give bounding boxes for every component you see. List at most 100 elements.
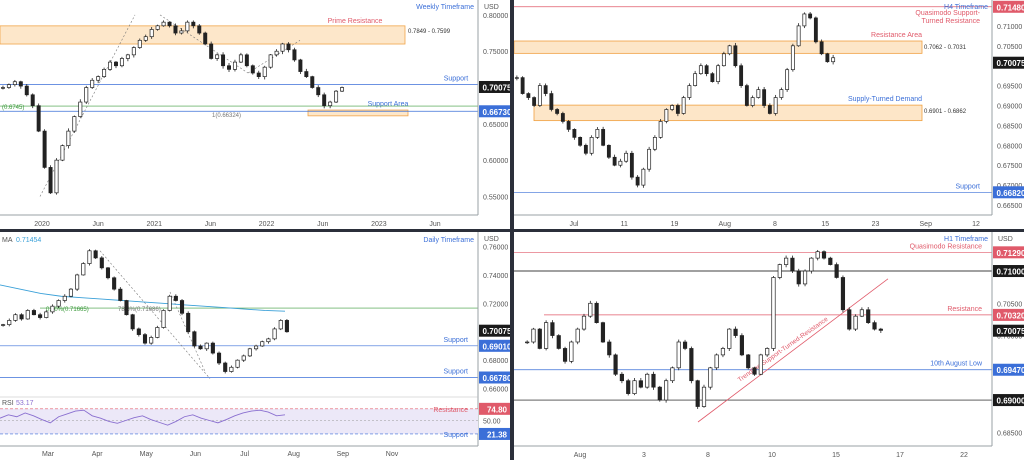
candle-body — [704, 65, 709, 75]
candle-body — [612, 156, 617, 166]
candle-body — [537, 328, 542, 349]
candle-body — [831, 57, 836, 63]
trend-dotted-3 — [247, 40, 301, 74]
zone-0 — [0, 25, 406, 45]
candle-body — [36, 105, 41, 132]
weekly-chart-panel: Prime Resistance 0.7849 - 0.7599 Support A… — [0, 0, 510, 229]
candle-body — [544, 322, 549, 349]
candle-body — [815, 251, 820, 259]
candle-body — [664, 380, 669, 401]
candle-body — [286, 43, 291, 51]
candle-body — [866, 309, 871, 323]
candle-body — [87, 250, 92, 264]
candle-body — [75, 274, 80, 290]
panel-divider-horizontal — [0, 229, 1024, 232]
level-price-tag-2: 0.70320 — [997, 311, 1024, 320]
candle-body — [24, 85, 29, 96]
candle-body — [784, 257, 789, 265]
fib-label-2: 1(0.66324) — [212, 113, 241, 119]
candle-body — [756, 89, 761, 98]
candle-body — [31, 310, 36, 316]
candle-body — [62, 295, 67, 301]
candle-body — [560, 113, 565, 122]
y-tick-label: 0.68000 — [483, 358, 508, 365]
x-tick-label: 11 — [621, 221, 628, 228]
candle-body — [765, 348, 770, 356]
x-tick-label: 2023 — [371, 221, 387, 228]
candle-body — [1, 324, 6, 326]
candle-body — [292, 49, 297, 61]
level-price-tag-3: 0.69470 — [997, 366, 1024, 375]
candle-body — [56, 300, 61, 307]
candle-body — [125, 54, 130, 59]
level-price-tag-0-bg — [993, 246, 1024, 259]
candle-body — [260, 341, 265, 347]
current-price-tag-bg — [993, 324, 1024, 337]
candle-body — [210, 342, 215, 354]
candle-body — [149, 29, 154, 38]
candle-body — [48, 167, 53, 194]
candle-body — [675, 105, 680, 114]
candle-body — [595, 129, 600, 138]
rsi-line — [0, 409, 286, 426]
candle-body — [802, 270, 808, 285]
level-label-3: 10th August Low — [930, 361, 983, 368]
supply-demand-label: Supply-Turned Demand — [848, 96, 922, 103]
candle-body — [66, 130, 71, 146]
candle-body — [689, 348, 694, 382]
candle-body — [693, 73, 698, 86]
candle-body — [272, 328, 277, 340]
y-tick-label: 0.67500 — [997, 163, 1022, 170]
x-tick-label: 17 — [896, 452, 904, 459]
y-tick-label: 0.66500 — [997, 203, 1022, 210]
candle-body — [131, 47, 136, 56]
candle-body — [238, 54, 243, 63]
candle-body — [137, 39, 142, 48]
candle-body — [600, 322, 606, 343]
candle-body — [681, 97, 686, 114]
candle-body — [161, 21, 166, 27]
candle-body — [758, 354, 763, 375]
candle-body — [268, 54, 273, 68]
candle-body — [739, 335, 744, 356]
candle-body — [796, 270, 801, 285]
candle-body — [695, 380, 700, 407]
candle-body — [298, 59, 303, 72]
candle-body — [81, 263, 86, 276]
candle-body — [543, 85, 548, 94]
trendline-label: Trendline Support-Turned-Resistance — [737, 316, 830, 384]
candle-body — [278, 320, 283, 330]
candle-body — [716, 65, 721, 82]
candle-body — [223, 362, 228, 372]
candle-body — [796, 25, 801, 47]
candle-body — [155, 327, 160, 338]
current-price-tag-bg — [993, 56, 1024, 69]
candle-body — [274, 50, 279, 56]
candle-body — [186, 312, 191, 333]
candle-body — [777, 264, 782, 278]
candle-body — [124, 300, 129, 316]
support2-price-tag-bg — [479, 371, 510, 384]
x-tick-label: 15 — [821, 221, 829, 228]
candle-body — [550, 322, 555, 336]
y-tick-label: 0.69000 — [997, 104, 1022, 111]
candle-body — [167, 295, 172, 311]
candle-body — [853, 315, 858, 330]
candle-body — [619, 373, 624, 382]
x-tick-label: Mar — [42, 451, 55, 458]
candle-body — [581, 315, 587, 330]
level-price-tag-1-bg — [993, 265, 1024, 278]
candle-body — [773, 97, 778, 114]
candle-body — [304, 71, 309, 77]
y-tick-label: 0.70000 — [997, 334, 1022, 341]
rsi-tick-label: 50.00 — [483, 419, 501, 426]
y-tick-label: 0.68500 — [997, 430, 1022, 437]
support-price-tag: 0.66730 — [483, 108, 510, 117]
candle-body — [114, 61, 118, 67]
candle-body — [118, 288, 123, 301]
candle-body — [221, 54, 226, 67]
candle-body — [727, 328, 732, 349]
ma-label: MA — [2, 237, 13, 244]
candle-body — [520, 77, 525, 94]
candle-body — [25, 310, 30, 320]
